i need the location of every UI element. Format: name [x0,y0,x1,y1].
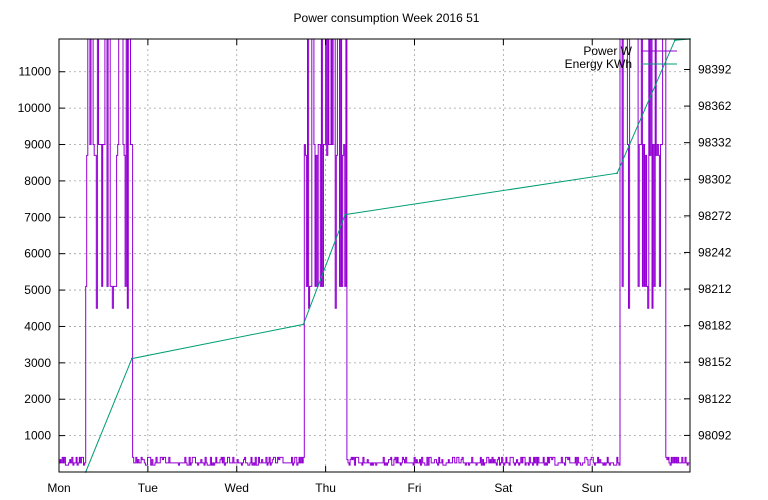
y2-tick-label: 98092 [698,428,732,442]
y-tick-label: 6000 [24,247,51,261]
y2-tick-label: 98212 [698,282,732,296]
y2-tick-label: 98362 [698,99,732,113]
power-line [59,38,690,466]
y-tick-label: 1000 [24,429,51,443]
energy-point [302,323,305,326]
y2-tick-label: 98332 [698,136,732,150]
y-tick-label: 9000 [24,138,51,152]
x-tick-label: Fri [407,481,421,495]
energy-point [130,357,133,360]
energy-point [673,39,676,42]
legend-label: Energy KWh [565,57,632,71]
chart-title: Power consumption Week 2016 51 [294,11,480,25]
series-power-w [59,38,690,466]
y2-tick-label: 98272 [698,209,732,223]
y-tick-label: 2000 [24,392,51,406]
legend-label: Power W [583,44,632,58]
x-tick-label: Wed [225,481,249,495]
y2-tick-label: 98392 [698,62,732,76]
energy-point [344,213,347,216]
y-tick-label: 5000 [24,283,51,297]
x-tick-label: Sun [582,481,603,495]
y-tick-label: 10000 [18,101,52,115]
plot-area-border [58,38,691,473]
y2-tick-label: 98242 [698,245,732,259]
y2-tick-label: 98182 [698,319,732,333]
y-axis-left: 1000 2000 3000 4000 5000 6000 7000 8000 9000 1000… [18,65,65,443]
y-tick-label: 4000 [24,319,51,333]
x-axis: Mon Tue Wed Thu Fri Sat Sun [47,39,603,495]
x-tick-label: Mon [47,481,70,495]
y2-tick-label: 98152 [698,355,732,369]
y2-tick-label: 98302 [698,172,732,186]
y-tick-label: 11000 [19,65,52,79]
grid [59,39,690,472]
x-tick-label: Sat [494,481,513,495]
y-axis-right: 98092 98122 98152 98182 98212 98242 98272 98302… [684,62,732,442]
y-tick-label: 3000 [24,356,51,370]
y2-tick-label: 98122 [698,392,732,406]
x-tick-label: Thu [315,481,336,495]
y-tick-label: 8000 [24,174,51,188]
y-tick-label: 7000 [24,210,51,224]
x-tick-label: Tue [138,481,159,495]
energy-point [616,172,619,175]
